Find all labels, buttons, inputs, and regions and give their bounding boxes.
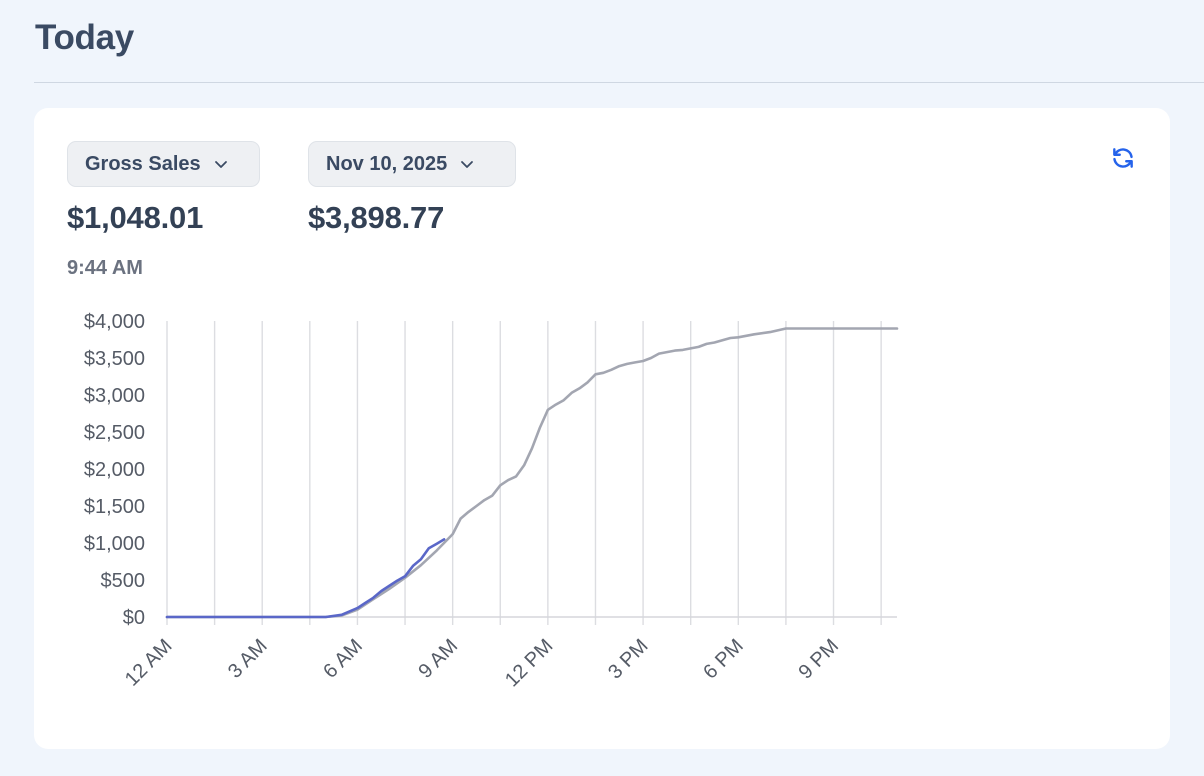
metric-dropdown[interactable]: Gross Sales	[67, 141, 260, 187]
refresh-icon	[1113, 148, 1133, 168]
chart-lines	[165, 327, 899, 619]
x-tick-label: 12 PM	[501, 635, 557, 691]
x-tick-label: 12 AM	[121, 635, 177, 691]
current-total: $1,048.01	[67, 200, 204, 235]
page-title: Today	[35, 18, 134, 57]
y-tick-label: $500	[101, 570, 146, 592]
y-tick-label: $2,500	[84, 422, 145, 444]
y-tick-label: $3,000	[84, 385, 145, 407]
y-tick-label: $1,500	[84, 496, 145, 518]
refresh-button[interactable]	[1110, 145, 1136, 171]
date-dropdown-label: Nov 10, 2025	[326, 152, 448, 175]
comparison-total: $3,898.77	[308, 200, 445, 235]
y-tick-label: $0	[123, 607, 145, 629]
today-sales-line	[165, 538, 446, 619]
sales-card: $0 $500 $1,000 $1,500 $2,000 $2,500 $3,000 $3,5…	[34, 108, 1170, 749]
x-tick-label: 9 PM	[794, 635, 843, 684]
comparison-sales-line	[165, 327, 899, 619]
chevron-down-icon	[459, 156, 475, 172]
x-tick-label: 3 AM	[224, 635, 272, 683]
x-tick-label: 6 PM	[699, 635, 748, 684]
sales-chart: $0 $500 $1,000 $1,500 $2,000 $2,500 $3,000 $3,5…	[84, 311, 899, 691]
chart-axes: $0 $500 $1,000 $1,500 $2,000 $2,500 $3,000 $3,5…	[84, 311, 897, 691]
metric-dropdown-label: Gross Sales	[85, 152, 201, 175]
y-tick-label: $1,000	[84, 533, 145, 555]
date-dropdown[interactable]: Nov 10, 2025	[308, 141, 516, 187]
header-divider	[34, 82, 1204, 83]
y-tick-label: $2,000	[84, 459, 145, 481]
x-tick-label: 9 AM	[414, 635, 462, 683]
x-tick-label: 3 PM	[604, 635, 653, 684]
current-time: 9:44 AM	[67, 257, 143, 279]
chart-grid	[166, 321, 882, 625]
x-tick-label: 6 AM	[319, 635, 367, 683]
y-tick-label: $3,500	[84, 348, 145, 370]
y-tick-label: $4,000	[84, 311, 145, 333]
chevron-down-icon	[213, 156, 229, 172]
